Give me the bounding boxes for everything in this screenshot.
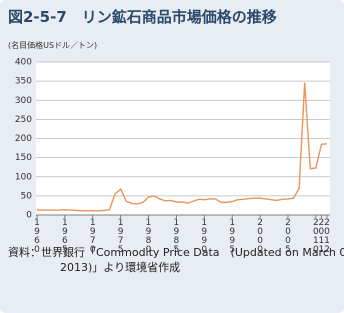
x-tick-label: 1960 xyxy=(32,218,42,254)
source-note: 資料：世界銀行「Commodity Price Data (Updated on… xyxy=(8,246,344,274)
x-tick-label: 1985 xyxy=(171,218,182,254)
y-tick-label: 250 xyxy=(15,115,32,125)
y-tick-label: 400 xyxy=(15,58,32,68)
x-tick-label: 1990 xyxy=(199,218,210,254)
y-tick-label: 350 xyxy=(15,77,32,87)
x-tick-label: 1980 xyxy=(143,218,154,254)
x-tick-label: 2000 xyxy=(255,218,266,254)
y-axis-label: (名目価格USドル／トン) xyxy=(8,41,98,50)
x-tick-label: 2011 xyxy=(316,218,327,254)
y-tick-label: 100 xyxy=(15,172,32,182)
x-tick-label: 2005 xyxy=(282,218,293,254)
x-tick-label: 2010 xyxy=(310,218,321,254)
x-tick-label: 2012 xyxy=(322,218,332,254)
x-tick-label: 1975 xyxy=(115,218,126,254)
x-tick-label: 1970 xyxy=(87,218,98,254)
x-tick-label: 1965 xyxy=(59,218,70,254)
x-tick-label: 1995 xyxy=(227,218,238,254)
y-tick-label: 50 xyxy=(21,191,33,201)
chart-title: 図2-5-7 リン鉱石商品市場価格の推移 xyxy=(8,8,277,26)
y-tick-label: 150 xyxy=(15,153,32,163)
price-line xyxy=(37,82,328,212)
y-tick-label: 0 xyxy=(26,211,32,221)
y-tick-label: 200 xyxy=(15,134,32,144)
y-tick-label: 300 xyxy=(15,96,32,106)
